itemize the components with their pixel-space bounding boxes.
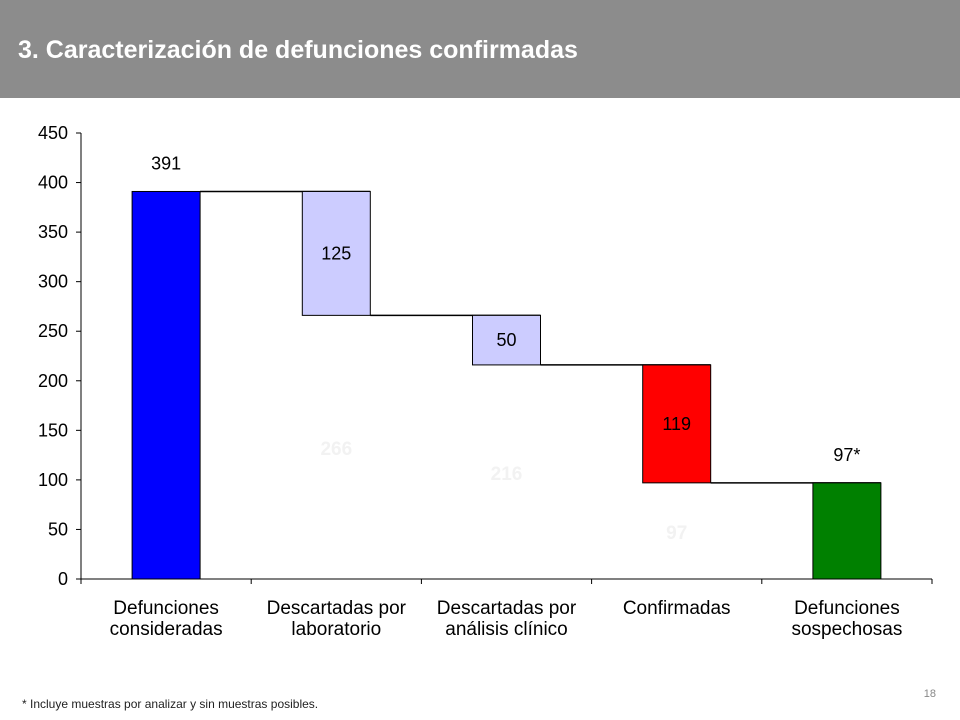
x-category-label: Defunciones [794, 598, 900, 619]
bar-value-label: 50 [496, 330, 516, 350]
hidden-value-label: 97 [666, 523, 687, 544]
x-category-label: análisis clínico [445, 619, 568, 640]
hidden-value-label: 266 [320, 439, 352, 460]
bar [301, 190, 371, 316]
bar [472, 314, 541, 366]
x-category-label: laboratorio [291, 619, 381, 640]
x-category-label: Defunciones [113, 598, 219, 619]
title-bar: 3. Caracterización de defunciones confir… [0, 0, 960, 98]
footnote: * Incluye muestras por analizar y sin mu… [22, 697, 319, 711]
y-tick-label: 0 [58, 569, 68, 589]
y-tick-label: 450 [38, 123, 68, 143]
x-category-label: consideradas [110, 619, 223, 640]
bar [812, 482, 882, 580]
y-tick-label: 150 [38, 420, 68, 440]
y-tick-label: 200 [38, 371, 68, 391]
bar-value-label: 119 [662, 414, 691, 434]
x-category-label: Descartadas por [267, 598, 407, 619]
bar-value-label: 97* [833, 445, 860, 465]
page-number: 18 [923, 688, 936, 700]
bar-value-label: 391 [151, 153, 181, 173]
bar [642, 364, 712, 484]
hidden-value-label: 216 [491, 464, 523, 485]
y-tick-label: 100 [38, 470, 68, 490]
bar [131, 190, 201, 580]
y-tick-label: 400 [38, 173, 68, 193]
x-category-label: sospechosas [791, 619, 902, 640]
bar-value-label: 125 [321, 243, 351, 263]
y-tick-label: 50 [48, 519, 68, 539]
x-category-label: Confirmadas [623, 598, 731, 619]
y-tick-label: 300 [38, 272, 68, 292]
x-category-label: Descartadas por [437, 598, 577, 619]
y-tick-label: 250 [38, 321, 68, 341]
page-title: 3. Caracterización de defunciones confir… [18, 36, 578, 64]
y-tick-label: 350 [38, 222, 68, 242]
